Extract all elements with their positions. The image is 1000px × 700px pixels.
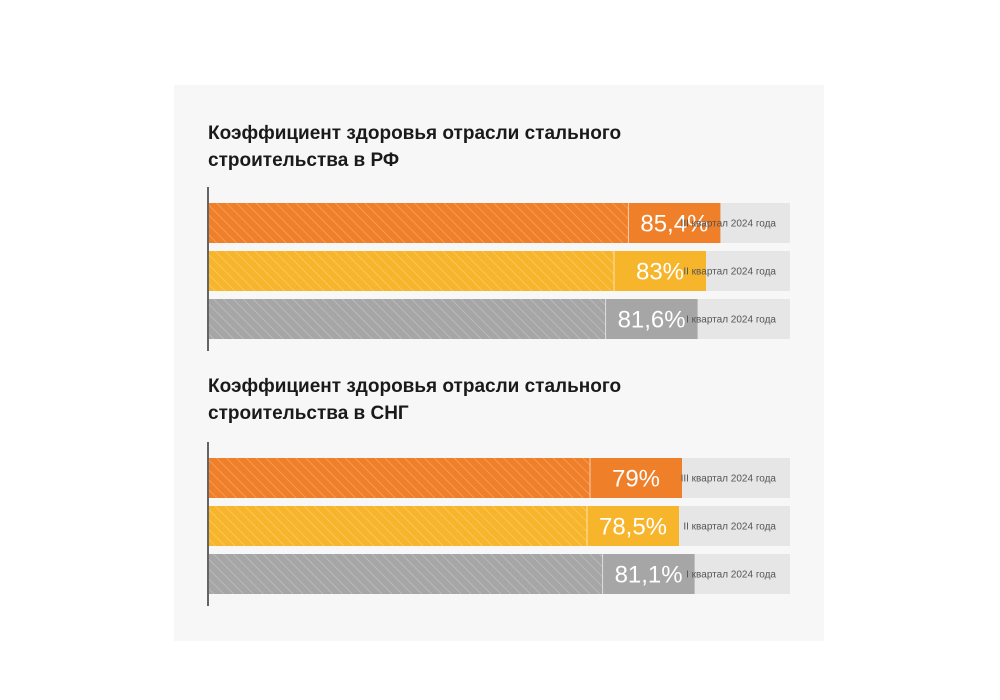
chart-panel xyxy=(174,85,824,641)
bar-hatched xyxy=(209,506,587,546)
bar-value-block xyxy=(614,251,706,291)
bar-hatched xyxy=(209,251,614,291)
category-label: III квартал 2024 года xyxy=(681,219,777,230)
bar-value-block xyxy=(628,203,721,243)
bar-value-block xyxy=(587,506,679,546)
data-label: 81,1% xyxy=(615,562,683,589)
chart-title-rf: Коэффициент здоровья отрасли стального с… xyxy=(208,123,622,171)
bar-hatched xyxy=(209,554,603,594)
bar-row: 81,6% I квартал 2024 года xyxy=(209,299,790,339)
bar-value-block xyxy=(605,299,698,339)
data-label: 83% xyxy=(636,259,684,286)
data-label: 79% xyxy=(612,466,660,493)
bar-row: 85,4%III квартал 2024 года xyxy=(209,203,790,243)
category-label: I квартал 2024 года xyxy=(686,315,776,326)
bar-row: 83% II квартал 2024 года xyxy=(209,251,790,291)
bar-chart-cis: 79% III квартал 2024 года 78,5% II квартал … xyxy=(207,442,790,606)
category-label: I квартал 2024 года xyxy=(686,570,776,581)
data-label: 85,4% xyxy=(640,211,708,238)
category-label: III квартал 2024 года xyxy=(681,474,777,485)
chart-title-cis: Коэффициент здоровья отрасли стального с… xyxy=(208,376,622,424)
bar-row: 79% III квартал 2024 года xyxy=(209,458,790,498)
data-label: 81,6% xyxy=(618,307,686,334)
bar-hatched xyxy=(209,458,590,498)
category-label: II квартал 2024 года xyxy=(683,267,776,278)
bar-hatched xyxy=(209,299,606,339)
data-label: 78,5% xyxy=(599,514,667,541)
bar-value-block xyxy=(590,458,682,498)
bar-hatched xyxy=(209,203,629,243)
bar-row: 81,1% I квартал 2024 года xyxy=(209,554,790,594)
category-label: II квартал 2024 года xyxy=(683,522,776,533)
bar-row: 78,5% II квартал 2024 года xyxy=(209,506,790,546)
bar-chart-rf: 85,4%III квартал 2024 года 83% II квартал … xyxy=(207,187,790,351)
bar-value-block xyxy=(602,554,695,594)
